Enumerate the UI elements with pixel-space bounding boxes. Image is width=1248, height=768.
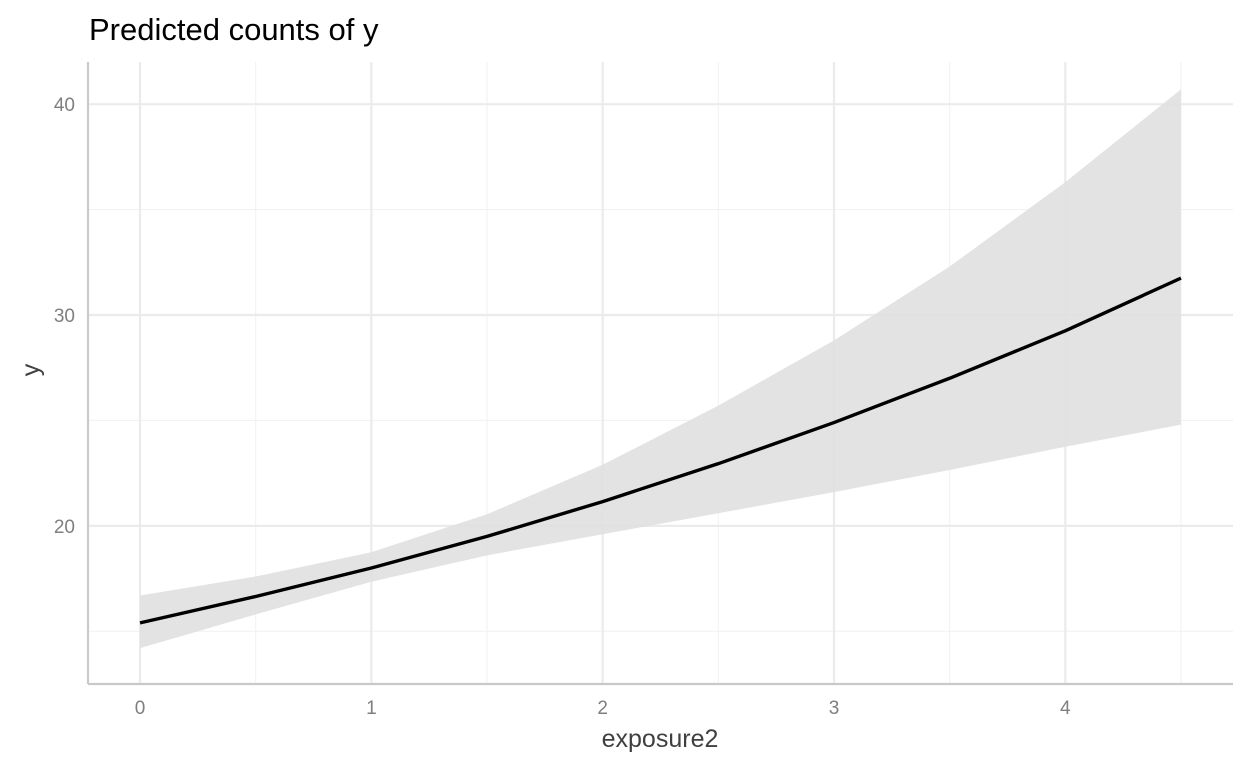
x-tick-label: 4 [1060, 698, 1071, 719]
x-tick-label: 3 [829, 698, 840, 719]
prediction-line [139, 276, 1182, 625]
x-tick-label: 1 [366, 698, 377, 719]
confidence-ribbon-layer [140, 89, 1181, 649]
x-tick-label: 2 [597, 698, 608, 719]
y-tick-label: 20 [54, 517, 75, 538]
chart-title: Predicted counts of y [89, 12, 379, 47]
axes [86, 62, 1233, 686]
y-tick-label: 40 [54, 95, 75, 116]
y-tick-label: 30 [54, 306, 75, 327]
prediction-line-layer [139, 276, 1182, 625]
y-axis-label: y [17, 363, 45, 376]
x-axis-label: exposure2 [602, 725, 719, 753]
tick-labels: 0 1 2 3 4 20 30 40 [54, 95, 1071, 719]
confidence-ribbon [140, 89, 1181, 649]
x-tick-label: 0 [135, 698, 146, 719]
